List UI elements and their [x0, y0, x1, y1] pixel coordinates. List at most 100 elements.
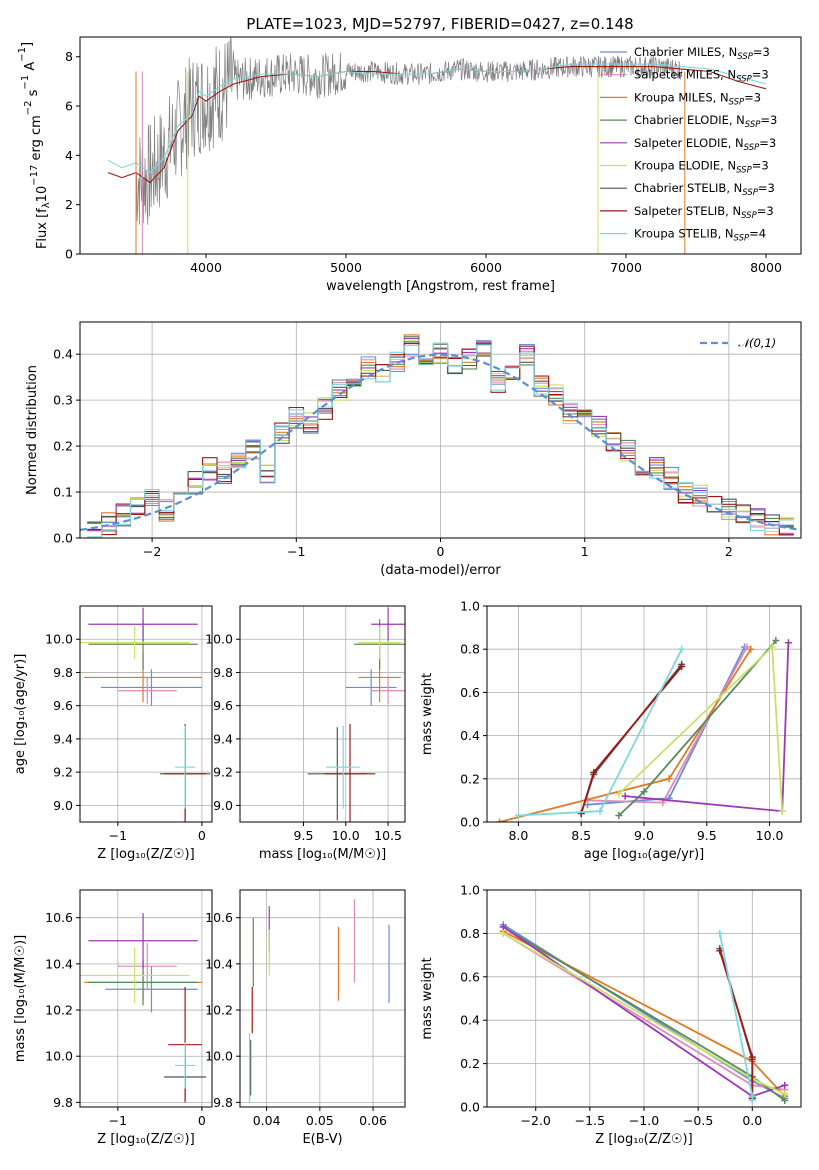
- weight-marker: [747, 645, 755, 653]
- weight-vs-age-xtick-label: 10.0: [756, 828, 784, 843]
- weight-vs-age-ytick-label: 0.0: [460, 815, 480, 830]
- age-vs-mass-xtick-label: 9.5: [294, 828, 314, 843]
- weight-marker: [716, 929, 724, 937]
- legend-entry-n: =3: [752, 68, 769, 82]
- weight-marker: [781, 1090, 789, 1098]
- weight-vs-age-xtick-label: 8.5: [571, 828, 591, 843]
- spectrum-ylabel-part: −17: [29, 165, 40, 186]
- weight-vs-Z-ytick-label: 0.2: [460, 1056, 480, 1071]
- weight-vs-Z-ytick-label: 0.4: [460, 1013, 480, 1028]
- age-vs-mass-ytick-label: 9.8: [213, 665, 233, 680]
- weight-vs-age-frame: [486, 605, 802, 823]
- hist-step-line: [87, 343, 794, 536]
- legend-entry-name: Kroupa MILES, N: [634, 90, 729, 104]
- weight-vs-Z-ytick-label: 0.6: [460, 969, 480, 984]
- spectrum-model-line: [107, 66, 767, 184]
- residuals-panel: −2 −1 0 1 2 0.0 0.1 0.2 0.3 0.4 (data-model)/error…: [25, 321, 802, 578]
- residuals-ytick-label: 0.0: [53, 531, 73, 546]
- weight-vs-age-xtick-label: 9.0: [634, 828, 654, 843]
- legend-entry-sub: SSP: [729, 97, 745, 107]
- legend-entry-sub: SSP: [745, 120, 761, 130]
- mass-vs-EBV-panel: 0.04 0.05 0.06 9.8 10.0 10.2 10.4 10.6 E(B-V): [205, 889, 406, 1147]
- legend-entry-name: Kroupa STELIB, N: [634, 227, 734, 241]
- legend-entry-n: =3: [760, 113, 777, 127]
- mass-vs-EBV-xtick-label: 0.06: [359, 1113, 387, 1128]
- age-vs-mass-ytick-label: 9.2: [213, 765, 233, 780]
- residuals-plot-area: [80, 334, 801, 538]
- legend-entry: Salpeter ELODIE, NSSP=3: [634, 136, 776, 153]
- mass-vs-Z-plot-area: [80, 913, 207, 1103]
- weight-marker: [577, 809, 585, 817]
- age-vs-Z-ytick-label: 9.8: [53, 665, 73, 680]
- weight-line: [587, 646, 746, 806]
- weight-vs-Z-xtick-label: −2.0: [521, 1113, 551, 1128]
- mass-vs-EBV-frame: [239, 889, 406, 1108]
- age-vs-Z-ytick-label: 9.0: [53, 798, 73, 813]
- weight-marker: [590, 768, 598, 776]
- mass-vs-EBV-xtick-label: 0.04: [253, 1113, 281, 1128]
- spectrum-plot-area: [107, 37, 767, 254]
- mass-vs-Z-xlabel: Z [log₁₀(Z/Z☉)]: [97, 1132, 194, 1147]
- spectrum-ytick-label: 0: [65, 247, 73, 262]
- residuals-frame: [79, 321, 802, 539]
- legend-entry-n: =3: [758, 181, 775, 195]
- weight-vs-Z-ylabel: mass weight: [420, 957, 435, 1039]
- legend-entry: Salpeter MILES, NSSP=3: [634, 68, 769, 85]
- weight-vs-Z-xtick-label: −0.5: [683, 1113, 713, 1128]
- age-vs-Z-xlabel: Z [log₁₀(Z/Z☉)]: [97, 847, 194, 862]
- legend-entry-sub: SSP: [742, 188, 758, 198]
- residuals-xtick-label: 2: [725, 544, 733, 559]
- spectrum-ytick-label: 2: [65, 197, 73, 212]
- spectrum-ylabel-part: s: [26, 89, 41, 100]
- weight-marker: [678, 662, 686, 670]
- hist-step-line: [87, 340, 794, 526]
- weight-marker: [621, 792, 629, 800]
- legend-entry-sub: SSP: [737, 52, 753, 62]
- mass-vs-Z-panel: −1 0 9.8 10.0 10.2 10.4 10.6 Z [log₁₀(Z/Z☉)] mas…: [13, 889, 213, 1147]
- legend-entry: Salpeter STELIB, NSSP=3: [634, 204, 774, 221]
- mass-vs-EBV-ytick-label: 10.6: [205, 910, 233, 925]
- weight-vs-age-ytick-label: 0.4: [460, 728, 480, 743]
- age-vs-mass-panel: 9.5 10.0 10.5 9.0 9.2 9.4 9.6 9.8 10.0 mass [log₁…: [205, 605, 406, 862]
- weight-line: [580, 665, 683, 814]
- age-vs-Z-ytick-label: 9.2: [53, 765, 73, 780]
- spectrum-ytick-label: 8: [65, 49, 73, 64]
- weight-vs-Z-xtick-label: −1.5: [575, 1113, 605, 1128]
- legend-entry-sub: SSP: [741, 211, 757, 221]
- age-vs-Z-panel: −1 0 9.0 9.2 9.4 9.6 9.8 10.0 Z [log₁₀(Z/Z☉)] age…: [13, 605, 213, 862]
- legend-entry-name: Salpeter STELIB, N: [634, 204, 741, 218]
- weight-vs-age-ytick-label: 0.8: [460, 642, 480, 657]
- weight-vs-age-plot-area: [496, 637, 792, 822]
- legend-entry-n: =4: [749, 227, 766, 241]
- spectrum-ylabel-part: A: [23, 62, 38, 75]
- legend-entry-name: Kroupa ELODIE, N: [634, 159, 736, 173]
- gaussian-curve: [80, 353, 801, 531]
- weight-vs-age-panel: 8.0 8.5 9.0 9.5 10.0 0.0 0.2 0.4 0.6 0.8 1.0 age [l…: [420, 599, 802, 862]
- legend-entry: Chabrier STELIB, NSSP=3: [634, 181, 775, 198]
- weight-vs-age-ytick-label: 0.6: [460, 685, 480, 700]
- spectrum-ytick-label: 6: [65, 99, 73, 114]
- spectrum-ylabel-part: −1: [17, 47, 28, 62]
- weight-marker: [748, 1053, 756, 1061]
- mass-vs-EBV-ytick-label: 9.8: [213, 1095, 233, 1110]
- mass-vs-Z-xtick-label: −1: [109, 1113, 127, 1128]
- spectrum-xtick-label: 4000: [190, 260, 222, 275]
- weight-vs-age-xlabel: age [log₁₀(age/yr)]: [584, 847, 705, 862]
- age-vs-mass-xlabel: mass [log₁₀(M/M☉)]: [259, 847, 386, 862]
- mass-vs-EBV-ytick-label: 10.4: [205, 956, 233, 971]
- spectrum-frame: [79, 36, 802, 255]
- residuals-xlabel: (data-model)/error: [380, 563, 501, 578]
- age-vs-mass-ytick-label: 10.0: [205, 632, 233, 647]
- mass-vs-EBV-xtick-label: 0.05: [306, 1113, 334, 1128]
- legend-entry: Kroupa ELODIE, NSSP=3: [634, 159, 769, 176]
- mass-vs-EBV-ytick-label: 10.0: [205, 1049, 233, 1064]
- legend-entry-name: Salpeter ELODIE, N: [634, 136, 744, 150]
- spectrum-ylabel-part: λ: [41, 202, 52, 208]
- legend-entry: Kroupa STELIB, NSSP=4: [634, 227, 766, 244]
- legend-entry-sub: SSP: [736, 75, 752, 85]
- weight-vs-Z-xtick-label: −1.0: [629, 1113, 659, 1128]
- spectrum-xlabel: wavelength [Angstrom, rest frame]: [326, 279, 555, 294]
- legend-entry-sub: SSP: [736, 166, 752, 176]
